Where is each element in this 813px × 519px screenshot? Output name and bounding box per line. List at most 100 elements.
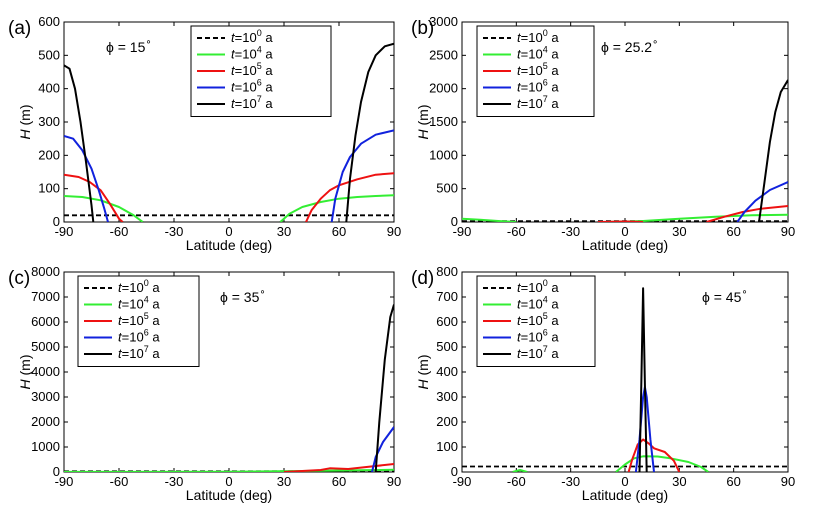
y-tick-label: 0 xyxy=(451,464,458,479)
legend-label: t=105 a xyxy=(517,61,559,78)
x-tick-label: 90 xyxy=(781,474,795,489)
y-tick-label: 5000 xyxy=(31,339,60,354)
legend-label: t=100 a xyxy=(231,28,273,45)
legend-label: t=100 a xyxy=(517,28,559,45)
legend-label: t=105 a xyxy=(231,61,273,78)
y-tick-label: 1500 xyxy=(429,114,458,129)
y-tick-label: 300 xyxy=(38,114,60,129)
series-line-4 xyxy=(638,287,648,472)
panel-d: -90 -60 -30 0 30 60 90 0 100 200 300 400 500 600 700 80… xyxy=(411,264,795,503)
x-tick-label: -60 xyxy=(507,474,526,489)
series-line-2 xyxy=(305,172,394,222)
y-tick-label: 800 xyxy=(436,264,458,279)
y-tick-label: 6000 xyxy=(31,314,60,329)
y-tick-label: 0 xyxy=(53,214,60,229)
x-tick-label: -30 xyxy=(165,224,184,239)
series-line-1 xyxy=(512,469,528,472)
legend-label: t=106 a xyxy=(118,328,160,345)
legend: t=100 at=104 at=105 at=106 at=107 a xyxy=(77,275,200,367)
series-line-4 xyxy=(374,304,394,472)
legend-label: t=107 a xyxy=(517,94,559,111)
y-tick-label: 7000 xyxy=(31,289,60,304)
series-line-3 xyxy=(64,135,109,222)
series-group xyxy=(64,42,394,222)
phi-annotation: ϕ = 45∘ xyxy=(702,287,748,305)
legend-label: t=104 a xyxy=(517,295,559,312)
series-line-2 xyxy=(64,173,124,222)
series-line-1 xyxy=(462,217,517,222)
x-tick-label: 90 xyxy=(387,474,401,489)
legend: t=100 at=104 at=105 at=106 at=107 a xyxy=(476,275,596,367)
phi-annotation: ϕ = 15∘ xyxy=(106,37,152,55)
panel-label: (b) xyxy=(411,18,434,39)
legend-label: t=106 a xyxy=(517,328,559,345)
legend-label: t=104 a xyxy=(231,45,273,62)
phi-annotation: ϕ = 35∘ xyxy=(220,287,266,305)
y-tick-label: 3000 xyxy=(31,389,60,404)
legend-label: t=104 a xyxy=(118,295,160,312)
y-tick-label: 300 xyxy=(436,389,458,404)
series-line-2 xyxy=(706,205,788,222)
series-line-1 xyxy=(279,194,394,222)
y-axis-label: H (m) xyxy=(415,355,431,390)
panel-c: -90 -60 -30 0 30 60 90 0 1000 2000 3000 4000 5000 600… xyxy=(8,264,401,503)
x-tick-label: 90 xyxy=(781,224,795,239)
series-line-2 xyxy=(597,220,644,222)
y-tick-label: 600 xyxy=(436,314,458,329)
panel-a: -90 -60 -30 0 30 60 90 0 100 200 300 400 500 600 Latit… xyxy=(8,14,401,253)
x-tick-label: 90 xyxy=(387,224,401,239)
x-tick-label: -60 xyxy=(507,224,526,239)
x-axis-label: Latitude (deg) xyxy=(186,487,272,503)
x-tick-label: 30 xyxy=(672,224,686,239)
y-axis-label: H (m) xyxy=(17,105,33,140)
series-line-3 xyxy=(736,181,788,222)
legend-label: t=100 a xyxy=(517,278,559,295)
legend-label: t=106 a xyxy=(517,78,559,95)
x-tick-label: 30 xyxy=(277,474,291,489)
x-axis-label: Latitude (deg) xyxy=(582,487,668,503)
y-axis-label: H (m) xyxy=(415,105,431,140)
y-tick-label: 3000 xyxy=(429,14,458,29)
legend: t=100 at=104 at=105 at=106 at=107 a xyxy=(476,25,595,117)
y-tick-label: 1000 xyxy=(429,147,458,162)
y-tick-label: 8000 xyxy=(31,264,60,279)
x-tick-label: 60 xyxy=(332,474,346,489)
series-line-1 xyxy=(615,455,709,472)
legend-label: t=105 a xyxy=(517,311,559,328)
x-tick-label: -60 xyxy=(110,474,129,489)
series-line-3 xyxy=(330,129,394,222)
x-tick-label: -30 xyxy=(561,474,580,489)
y-tick-label: 0 xyxy=(53,464,60,479)
y-tick-label: 400 xyxy=(436,364,458,379)
legend-label: t=107 a xyxy=(517,344,559,361)
y-tick-label: 600 xyxy=(38,14,60,29)
x-tick-label: 60 xyxy=(332,224,346,239)
x-tick-label: -30 xyxy=(165,474,184,489)
y-tick-label: 200 xyxy=(436,414,458,429)
legend-label: t=107 a xyxy=(118,344,160,361)
legend-label: t=100 a xyxy=(118,278,160,295)
x-axis-label: Latitude (deg) xyxy=(582,237,668,253)
y-tick-label: 4000 xyxy=(31,364,60,379)
y-tick-label: 1000 xyxy=(31,439,60,454)
y-tick-label: 100 xyxy=(38,181,60,196)
y-tick-label: 700 xyxy=(436,289,458,304)
series-group xyxy=(462,79,788,222)
x-tick-label: 60 xyxy=(726,224,740,239)
x-tick-label: 30 xyxy=(672,474,686,489)
y-tick-label: 2000 xyxy=(429,81,458,96)
x-tick-label: 30 xyxy=(277,224,291,239)
series-line-2 xyxy=(283,463,394,472)
y-axis-label: H (m) xyxy=(17,355,33,390)
legend: t=100 at=104 at=105 at=106 at=107 a xyxy=(190,25,332,117)
series-line-4 xyxy=(345,42,394,222)
x-tick-label: 60 xyxy=(726,474,740,489)
panel-b: -90 -60 -30 0 30 60 90 0 500 1000 1500 2000 2500 3000… xyxy=(411,14,795,253)
y-tick-label: 100 xyxy=(436,439,458,454)
legend-label: t=107 a xyxy=(231,94,273,111)
legend-label: t=104 a xyxy=(517,45,559,62)
x-tick-label: 0 xyxy=(621,224,628,239)
y-tick-label: 0 xyxy=(451,214,458,229)
legend-label: t=105 a xyxy=(118,311,160,328)
x-tick-label: 0 xyxy=(225,224,232,239)
